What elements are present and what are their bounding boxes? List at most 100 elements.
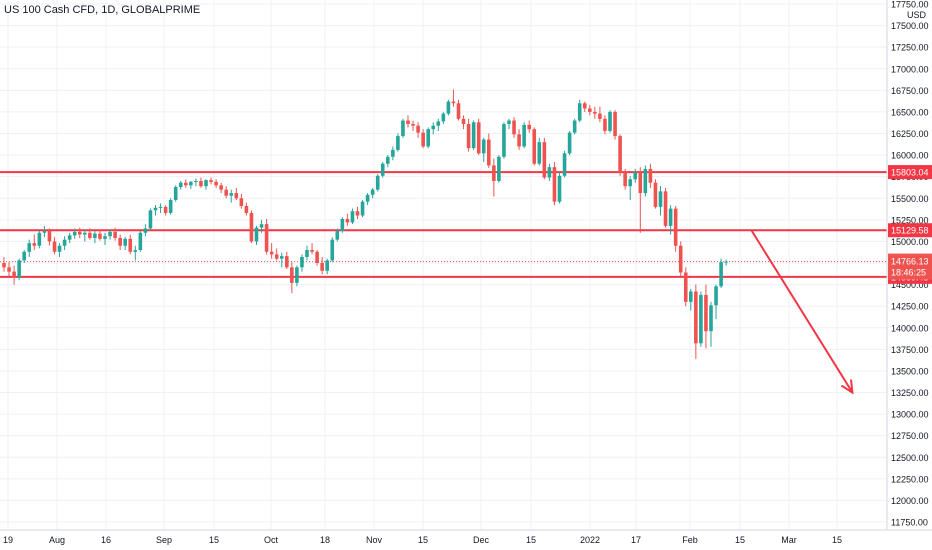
candle-body	[401, 120, 405, 137]
candle-body	[118, 237, 122, 246]
candle-body	[173, 187, 178, 200]
x-tick-label: 19	[3, 535, 13, 545]
candle-body	[88, 232, 92, 238]
candle-body	[259, 224, 264, 228]
candle-body	[350, 211, 355, 223]
time-axis[interactable]: 19 Aug 16 Sep 15 Oct 18 Nov 15 Dec 15 2022 17 Feb 15 Ma…	[3, 535, 842, 545]
candle-body	[2, 263, 6, 268]
candle-body	[380, 163, 385, 176]
candle-body	[613, 111, 617, 137]
candle-body	[264, 224, 269, 252]
y-tick-label: 13750.00	[891, 345, 929, 355]
y-tick-label: 16250.00	[891, 129, 929, 139]
currency-label: USD	[906, 10, 926, 20]
candle-body	[168, 199, 173, 213]
x-tick-label: 16	[101, 535, 111, 545]
candle-body	[421, 132, 425, 147]
candle-body	[340, 218, 345, 232]
candle-body	[315, 251, 319, 263]
y-tick-label: 14500.00	[891, 280, 929, 290]
grid-lines	[0, 0, 887, 530]
y-tick-label: 16000.00	[891, 151, 929, 161]
candle-body	[189, 181, 193, 186]
candle-body	[355, 211, 360, 216]
candle-body	[562, 153, 567, 176]
candle-body	[229, 193, 234, 196]
candle-body	[663, 191, 668, 226]
candle-body	[542, 142, 547, 178]
candle-body	[396, 136, 400, 150]
level-label-bg	[888, 223, 932, 238]
candle-body	[466, 124, 471, 149]
candle-body	[274, 254, 279, 259]
last-price-label-bg	[888, 253, 932, 280]
candle-body	[128, 238, 133, 252]
y-tick-label: 17500.00	[891, 21, 929, 31]
candle-body	[300, 256, 304, 268]
y-tick-label: 16500.00	[891, 107, 929, 117]
candle-body	[27, 243, 32, 252]
candle-body	[577, 103, 582, 121]
candle-body	[133, 250, 138, 252]
y-tick-label: 13500.00	[891, 366, 929, 376]
candle-body	[199, 180, 203, 187]
candle-body	[239, 198, 244, 207]
candle-body	[653, 182, 658, 207]
candle-body	[305, 250, 309, 257]
candle-body	[138, 232, 143, 251]
y-tick-label: 12500.00	[891, 453, 929, 463]
candle-body	[588, 108, 592, 112]
candle-body	[310, 250, 314, 252]
x-tick-label: 2022	[580, 535, 600, 545]
candle-body	[441, 113, 446, 122]
candle-body	[436, 121, 441, 126]
candle-body	[345, 218, 350, 223]
y-tick-label: 15500.00	[891, 194, 929, 204]
candle-body	[633, 172, 638, 180]
candle-body	[178, 182, 183, 188]
candle-body	[507, 120, 511, 125]
candle-body	[492, 165, 496, 181]
candle-body	[517, 134, 521, 147]
horizontal-levels[interactable]	[0, 171, 887, 278]
candle-body	[709, 305, 713, 332]
candle-body	[153, 207, 158, 211]
candle-body	[244, 206, 249, 213]
level-label-bg	[888, 165, 932, 180]
candle-body	[608, 111, 612, 131]
x-tick-label: 18	[320, 535, 330, 545]
candle-body	[330, 239, 335, 261]
candle-body	[552, 167, 557, 202]
candle-body	[694, 291, 698, 344]
candle-body	[704, 294, 708, 332]
candle-body	[194, 180, 198, 182]
candle-body	[446, 101, 451, 114]
candle-body	[628, 179, 632, 187]
candle-body	[598, 113, 602, 119]
candle-body	[37, 232, 42, 246]
candle-body	[719, 262, 723, 287]
candle-body	[572, 120, 577, 133]
candle-body	[391, 149, 395, 157]
candle-body	[678, 245, 683, 273]
y-tick-label: 17000.00	[891, 64, 929, 74]
candle-body	[279, 256, 284, 259]
candle-body	[47, 231, 52, 242]
candle-body	[456, 103, 461, 119]
candle-body	[219, 185, 223, 190]
candle-body	[360, 201, 365, 216]
y-tick-label: 11750.00	[891, 518, 928, 528]
candle-body	[673, 208, 678, 246]
candle-body	[123, 238, 127, 246]
candle-body	[67, 235, 72, 240]
candle-body	[22, 251, 26, 261]
projection-arrow[interactable]	[750, 229, 854, 395]
candle-body	[476, 122, 481, 154]
candle-body	[623, 172, 627, 187]
y-tick-label: 13250.00	[891, 388, 929, 398]
candle-body	[375, 175, 380, 190]
candle-body	[320, 263, 324, 271]
candle-body	[648, 168, 653, 183]
